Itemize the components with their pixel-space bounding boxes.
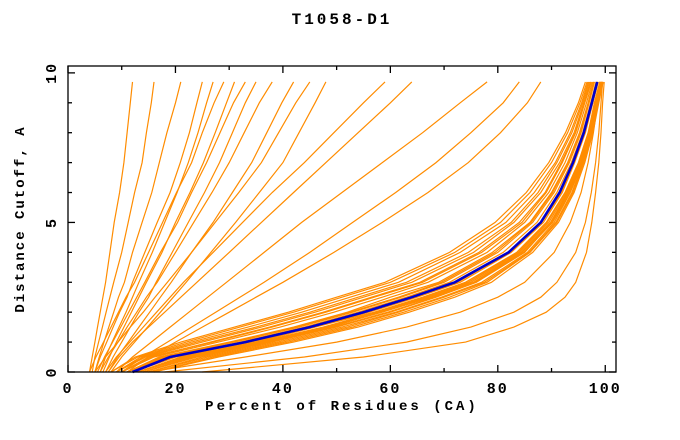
model-curve	[126, 81, 594, 373]
model-curve	[116, 81, 589, 373]
model-curve	[121, 81, 593, 373]
model-curve	[105, 81, 257, 373]
model-curve	[107, 81, 413, 373]
model-curve	[148, 81, 601, 373]
model-curve	[126, 81, 595, 373]
x-tick-label: 100	[589, 381, 622, 398]
model-curve	[96, 81, 246, 373]
model-curve	[137, 81, 601, 373]
model-curve	[143, 81, 603, 373]
model-curve	[202, 81, 605, 373]
model-curve	[121, 81, 592, 373]
model-curve	[121, 81, 592, 373]
chart-title: T1058-D1	[291, 11, 393, 29]
x-tick-label: 40	[272, 381, 294, 398]
highlight-curve	[132, 81, 599, 374]
model-curve	[88, 81, 225, 373]
y-tick-label: 0	[44, 366, 61, 377]
model-curve	[94, 81, 311, 373]
y-tick-label: 10	[44, 62, 61, 84]
model-curve	[102, 81, 236, 373]
model-curve	[148, 81, 603, 373]
model-curve	[126, 81, 542, 373]
model-curve	[110, 81, 588, 373]
model-curve	[107, 81, 295, 373]
model-curve	[105, 81, 386, 373]
model-curve	[116, 81, 591, 373]
model-curve	[94, 81, 203, 373]
model-curve	[153, 81, 604, 373]
x-tick-label: 80	[487, 381, 509, 398]
model-curve	[137, 81, 601, 373]
model-curve	[115, 81, 488, 373]
model-curve	[116, 81, 590, 373]
x-tick-label: 0	[62, 381, 73, 398]
x-tick-label: 60	[379, 381, 401, 398]
model-curve	[88, 81, 134, 373]
model-curve	[121, 81, 520, 373]
plot-frame	[67, 65, 617, 373]
model-curve	[91, 81, 155, 373]
model-curve	[99, 81, 214, 373]
model-curve	[137, 81, 601, 373]
x-tick-label: 20	[164, 381, 186, 398]
x-axis-label: Percent of Residues (CA)	[205, 399, 479, 415]
y-tick-label: 5	[44, 217, 61, 228]
model-curve	[110, 81, 586, 373]
model-curve	[164, 81, 604, 373]
